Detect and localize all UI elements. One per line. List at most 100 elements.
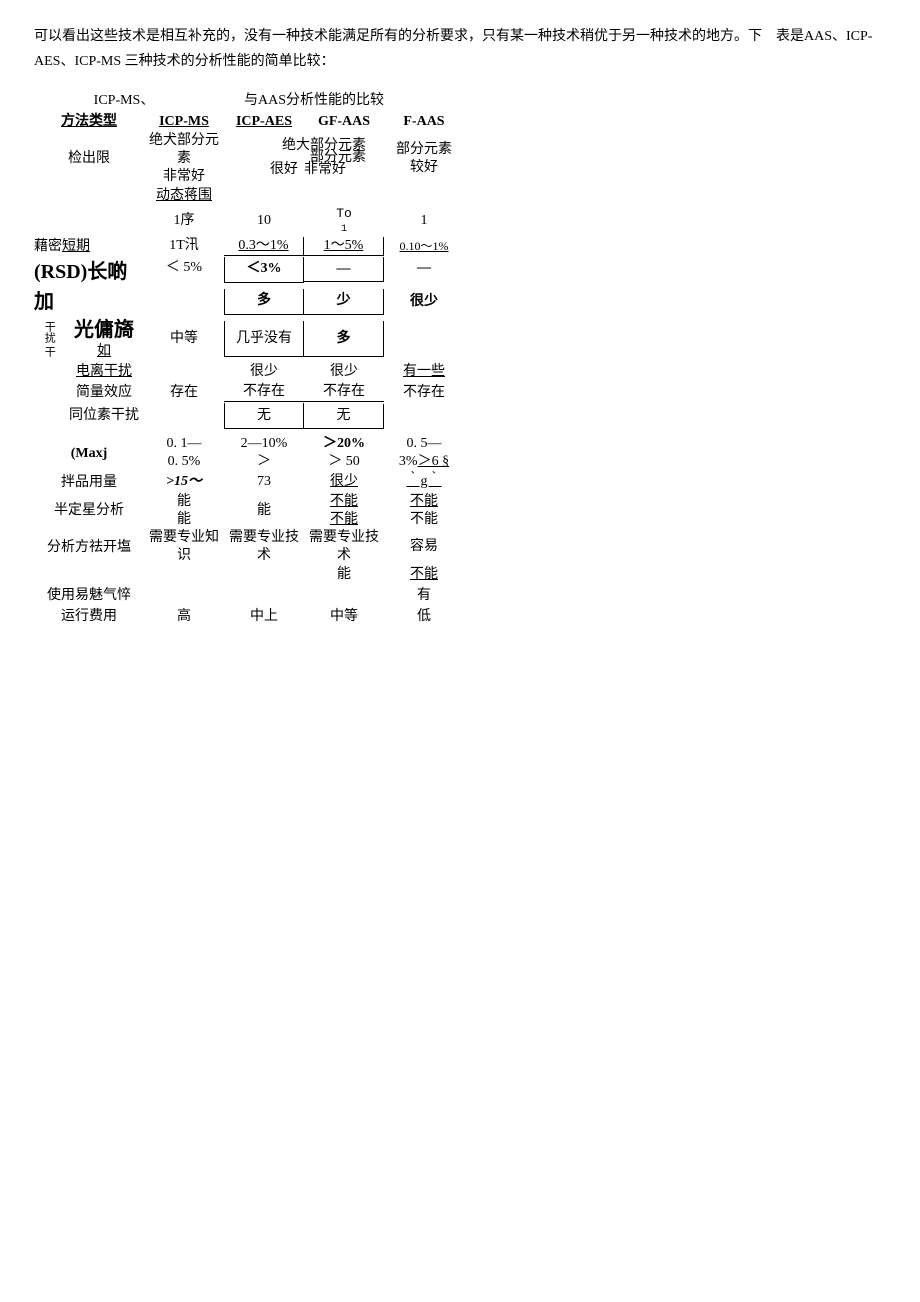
cell-text: 同位素干扰: [64, 407, 144, 425]
cell-text: 0. 5—: [407, 435, 442, 453]
cell: 有一些: [384, 363, 464, 381]
cell: 能: [224, 502, 304, 520]
cell: 不存在: [224, 383, 304, 402]
cell: 1～5%: [304, 237, 384, 256]
cell-text: ＞ 50: [328, 453, 360, 471]
cell: 中等: [304, 608, 384, 626]
cell: 很少: [304, 473, 384, 491]
comparison-table: ICP-MS、 与AAS分析性能的比较 方法类型 ICP-MS ICP-AES …: [34, 90, 474, 627]
cell: 1序: [144, 212, 224, 230]
cell: 有: [384, 587, 464, 605]
cell: 少: [304, 289, 384, 314]
cell: —: [304, 257, 384, 282]
row-label-semiquant: 半定星分析: [34, 500, 144, 521]
cell-text: 不能: [330, 511, 358, 529]
cell-text: 2—10%: [241, 435, 288, 453]
cell: ＞20% ＞ 50: [304, 435, 384, 471]
row-label-isotope: 同位素干扰: [34, 407, 144, 425]
row-label-rsd: (RSD)长啲: [34, 257, 144, 287]
row-label-spectrum: 干扰 干 光傭旖 如: [34, 317, 144, 361]
cell-text: 如: [97, 343, 111, 361]
cell: 多: [224, 289, 304, 315]
header-icpaes: ICP-AES: [224, 113, 304, 131]
cell-text: ＞6 §: [418, 454, 450, 469]
cell: 动态蒋围: [144, 187, 224, 205]
cell-text: 较好: [410, 159, 438, 177]
cell: 绝犬部分元素 非常好: [144, 132, 224, 187]
cell: 无: [304, 404, 384, 429]
cell: 1T汛: [144, 237, 224, 255]
cell-text: 不能: [410, 493, 438, 511]
cell: 很少: [224, 363, 304, 381]
cell: 中上: [224, 608, 304, 626]
cell: 部分元素 较好: [384, 141, 464, 177]
row-label-cost: 运行费用: [34, 606, 144, 627]
table-title-right: 与AAS分析性能的比较: [214, 90, 414, 111]
header-method: 方法类型: [34, 113, 144, 131]
cell-text: ＞20%: [323, 435, 365, 453]
row-label-ion: 电离干扰: [34, 361, 144, 382]
row-label-add: 加: [34, 287, 144, 317]
row-label-detection: 检出限: [34, 148, 144, 169]
row-label-gas: 使用易魅气悴: [34, 585, 144, 606]
cell: 不能 不能: [304, 493, 384, 529]
cell: 几乎没有: [224, 321, 304, 357]
cell: To1: [304, 206, 384, 236]
cell-text: 非常好: [304, 161, 384, 179]
cell: 0.3～1%: [224, 237, 304, 256]
row-label-sample: 拌品用量: [34, 472, 144, 493]
vert-label: 干扰 干: [41, 321, 58, 357]
row-label-max: (Maxj: [34, 443, 144, 464]
cell-merged: 绝大部分元素 部分元素 很好 非常好: [224, 137, 384, 181]
header-faas: F-AAS: [384, 113, 464, 131]
cell-text: 光傭旖: [74, 317, 134, 343]
cell: 0. 1— 0. 5%: [144, 435, 224, 471]
cell: 2—10% ＞: [224, 435, 304, 471]
cell-text: 0. 1—: [167, 435, 202, 453]
cell-text: 部分元素: [396, 141, 452, 159]
cell: ＜ 5%: [144, 257, 224, 277]
cell: 中等: [144, 330, 224, 348]
cell-text: 不能: [410, 511, 438, 529]
cell: 0. 5— 3%＞6 §: [384, 435, 464, 471]
cell: 能: [304, 566, 384, 584]
cell: 0.10～1%: [384, 239, 464, 255]
cell: 很少: [384, 293, 464, 311]
cell: >15～: [144, 473, 224, 491]
cell-text: 能: [177, 511, 191, 529]
cell-text: 不能: [330, 493, 358, 511]
cell-text: 非常好: [163, 168, 205, 186]
cell: 需要专业技术: [224, 529, 304, 565]
cell: —: [384, 257, 464, 277]
cell: 不能: [384, 566, 464, 584]
table-title-left: ICP-MS、: [34, 90, 214, 111]
cell-text: 能: [177, 493, 191, 511]
cell: 不存在: [304, 383, 384, 402]
cell: 1: [384, 212, 464, 230]
header-icpms: ICP-MS: [144, 113, 224, 131]
row-label-precision: 藉密短期: [34, 236, 144, 257]
cell: 10: [224, 212, 304, 230]
cell: 不能 不能: [384, 493, 464, 529]
cell: ＜3%: [224, 257, 304, 283]
cell: 73: [224, 473, 304, 491]
cell-text: 简量效应: [64, 382, 144, 403]
cell: 存在: [144, 384, 224, 402]
cell-text: 3%: [399, 454, 418, 469]
cell: ｀g｀: [384, 473, 464, 491]
cell: 无: [224, 403, 304, 429]
cell: 需要专业知识: [144, 529, 224, 565]
header-gfaas: GF-AAS: [304, 113, 384, 131]
cell: 低: [384, 608, 464, 626]
row-label-method: 分析方祛开塩: [34, 537, 144, 558]
intro-paragraph: 可以看出这些技术是相互补充的，没有一种技术能满足所有的分析要求，只有某一种技术稍…: [34, 24, 886, 74]
cell-text: 电离干扰: [64, 361, 144, 382]
cell: 多: [304, 321, 384, 357]
cell: 能 能: [144, 493, 224, 529]
cell: 高: [144, 608, 224, 626]
cell: 需要专业技术: [304, 529, 384, 565]
cell-text: 很好: [224, 161, 304, 179]
cell: 容易: [384, 538, 464, 556]
cell-text: 0. 5%: [168, 453, 201, 471]
row-label-mass: 简量效应: [34, 382, 144, 403]
